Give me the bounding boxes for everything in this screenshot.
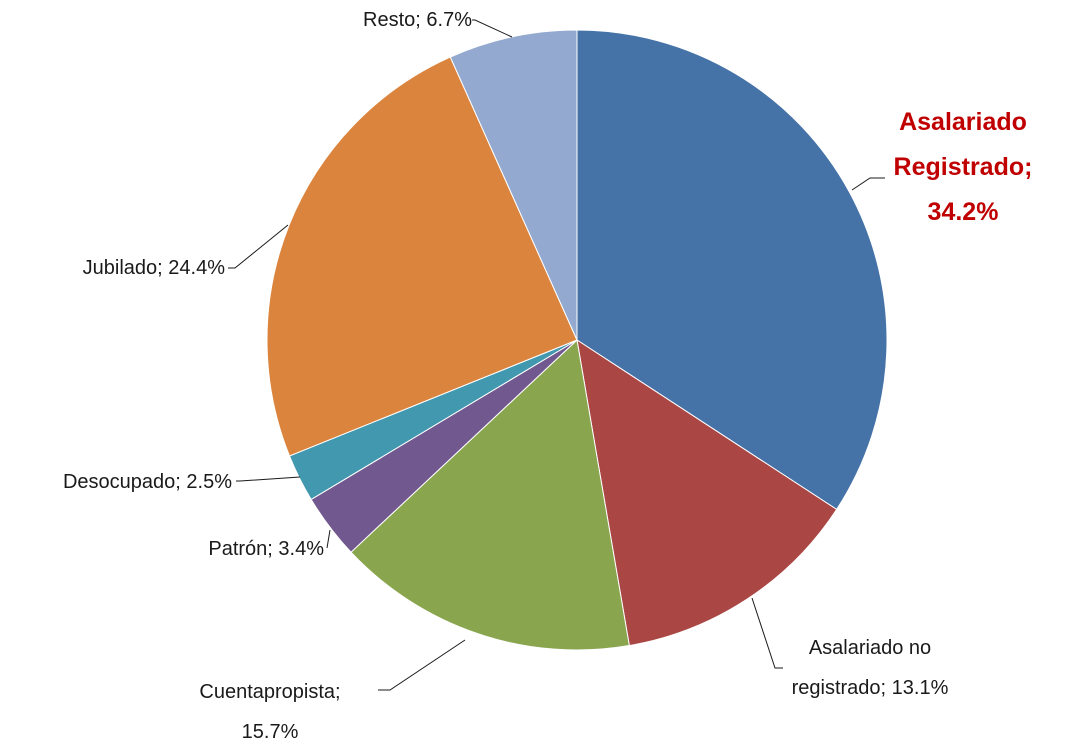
data-label: Resto; 6.7% xyxy=(363,9,472,31)
pie-slice xyxy=(576,338,838,647)
leader-line xyxy=(228,224,289,269)
data-label: Asalariado no registrado; 13.1% xyxy=(791,637,949,699)
leader-line xyxy=(851,177,885,191)
data-label: Cuentapropista; 15.7% xyxy=(199,681,341,742)
pie-slice xyxy=(350,338,630,651)
leader-line xyxy=(472,19,513,38)
leader-line xyxy=(378,639,466,691)
data-label: Desocupado; 2.5% xyxy=(62,471,232,493)
data-label: Jubilado; 24.4% xyxy=(82,257,225,279)
leader-line xyxy=(751,597,783,669)
pie-slice xyxy=(449,29,578,341)
data-label: Patrón; 3.4% xyxy=(208,538,324,560)
data-label: Asalariado Registrado; 34.2% xyxy=(893,108,1033,226)
leader-line xyxy=(236,476,301,482)
pie-slice xyxy=(576,29,888,511)
leader-line xyxy=(326,529,331,549)
pie-slice xyxy=(266,56,578,457)
